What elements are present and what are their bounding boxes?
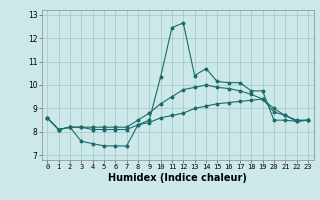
X-axis label: Humidex (Indice chaleur): Humidex (Indice chaleur) xyxy=(108,173,247,183)
